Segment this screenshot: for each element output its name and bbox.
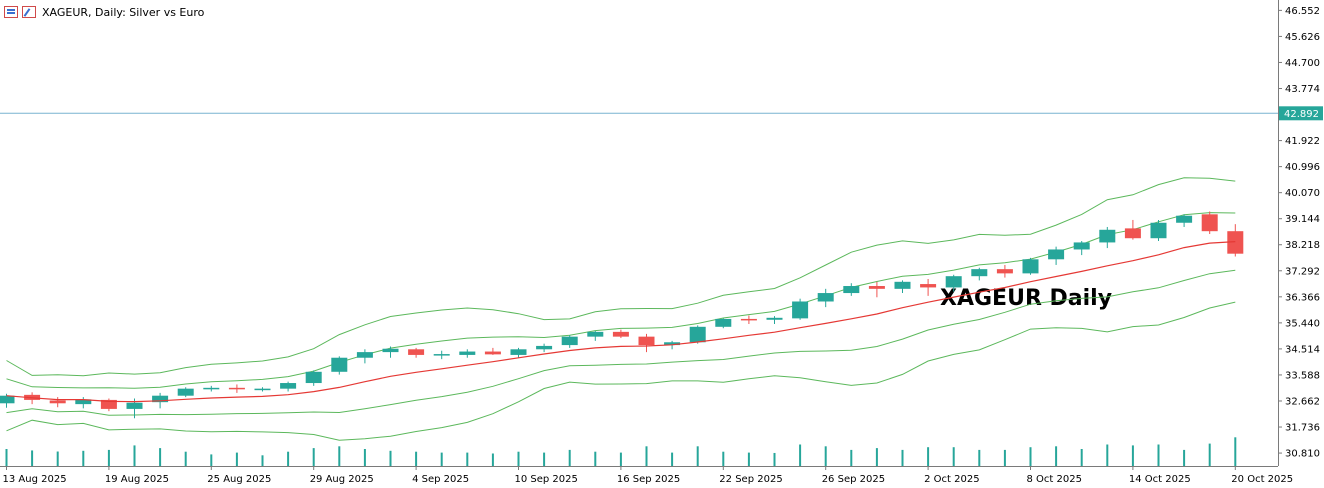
time-tick-label: 16 Sep 2025: [617, 474, 680, 485]
candle-body: [843, 286, 860, 294]
candle-body: [996, 269, 1013, 274]
candle-body: [254, 388, 271, 391]
timeframe-label: Daily:: [95, 5, 126, 19]
price-tick-label: 33.588: [1285, 370, 1320, 381]
price-tick-label: 43.774: [1285, 84, 1320, 95]
candle-body: [382, 348, 399, 353]
band-upper-inner: [6, 212, 1236, 389]
candle-body: [75, 399, 92, 405]
candle-body: [868, 286, 885, 289]
symbol-label: XAGEUR,: [42, 5, 92, 19]
candle-body: [484, 351, 501, 355]
moving-average-line: [6, 241, 1236, 403]
price-tick-label: 30.810: [1285, 449, 1320, 460]
candle-body: [894, 281, 911, 289]
time-tick-label: 13 Aug 2025: [3, 474, 67, 485]
price-tick-label: 34.514: [1285, 344, 1320, 355]
candle-body: [356, 352, 373, 358]
candle-body: [971, 269, 988, 277]
time-tick-label: 8 Oct 2025: [1027, 474, 1082, 485]
price-tick-label: 40.070: [1285, 188, 1320, 199]
time-tick-label: 29 Aug 2025: [310, 474, 374, 485]
candle-body: [100, 399, 117, 409]
time-tick-label: 10 Sep 2025: [515, 474, 578, 485]
candle-body: [536, 345, 553, 350]
price-tick-label: 31.736: [1285, 423, 1320, 434]
candle-body: [152, 395, 169, 403]
time-tick-label: 25 Aug 2025: [207, 474, 271, 485]
band-lower-inner: [6, 269, 1236, 416]
candle-body: [459, 351, 476, 355]
candle-body: [561, 336, 578, 346]
price-tick-label: 45.626: [1285, 32, 1320, 43]
candle-body: [920, 284, 937, 288]
band-lower-outer: [6, 301, 1236, 441]
price-tick-label: 39.144: [1285, 214, 1320, 225]
candle-body: [817, 293, 834, 302]
candle-body: [945, 276, 962, 288]
time-tick-label: 26 Sep 2025: [822, 474, 885, 485]
price-tick-label: 38.218: [1285, 240, 1320, 251]
candle-body: [0, 395, 15, 404]
price-tick-label: 44.700: [1285, 58, 1320, 69]
price-tick-label: 46.552: [1285, 6, 1320, 17]
current-price-label: 42.892: [1284, 109, 1319, 120]
candle-body: [510, 349, 527, 355]
candle-body: [792, 301, 809, 319]
symbol-description: Silver vs Euro: [129, 5, 205, 19]
candle-body: [408, 349, 425, 355]
time-tick-label: 20 Oct 2025: [1231, 474, 1293, 485]
candle-body: [228, 387, 245, 390]
time-tick-label: 19 Aug 2025: [105, 474, 169, 485]
candle-body: [612, 331, 629, 337]
candle-body: [1227, 231, 1244, 254]
candle-body: [1150, 222, 1167, 239]
candle-body: [715, 318, 732, 327]
candle-body: [126, 402, 143, 409]
time-tick-label: 14 Oct 2025: [1129, 474, 1191, 485]
candle-body: [1124, 228, 1141, 239]
candle-body: [1048, 249, 1065, 260]
candle-body: [740, 318, 757, 321]
candle-body: [280, 383, 297, 389]
price-tick-label: 37.292: [1285, 266, 1320, 277]
price-tick-label: 41.922: [1285, 136, 1320, 147]
symbol-list-icon[interactable]: [4, 6, 18, 18]
candle-body: [177, 388, 194, 396]
time-tick-label: 4 Sep 2025: [412, 474, 469, 485]
price-tick-label: 36.366: [1285, 292, 1320, 303]
candle-body: [305, 371, 322, 384]
candle-body: [1073, 242, 1090, 250]
candle-body: [331, 357, 348, 372]
chart-header: XAGEUR, Daily: Silver vs Euro: [4, 4, 204, 20]
candle-body: [689, 326, 706, 343]
time-tick-label: 2 Oct 2025: [924, 474, 979, 485]
candle-body: [1176, 215, 1193, 223]
edit-icon[interactable]: [22, 6, 36, 18]
candle-body: [49, 400, 66, 404]
candle-body: [664, 342, 681, 346]
candle-body: [1022, 259, 1039, 274]
price-tick-label: 40.996: [1285, 162, 1320, 173]
price-tick-label: 32.662: [1285, 396, 1320, 407]
time-tick-label: 22 Sep 2025: [719, 474, 782, 485]
candle-body: [587, 331, 604, 337]
price-tick-label: 35.440: [1285, 318, 1320, 329]
candle-body: [766, 317, 783, 320]
candle-body: [433, 354, 450, 356]
candle-body: [1201, 214, 1218, 232]
candle-body: [1099, 229, 1116, 243]
band-upper-outer: [6, 177, 1236, 377]
candle-body: [638, 336, 655, 346]
current-price-tag: [1279, 106, 1323, 121]
candle-body: [203, 387, 220, 390]
